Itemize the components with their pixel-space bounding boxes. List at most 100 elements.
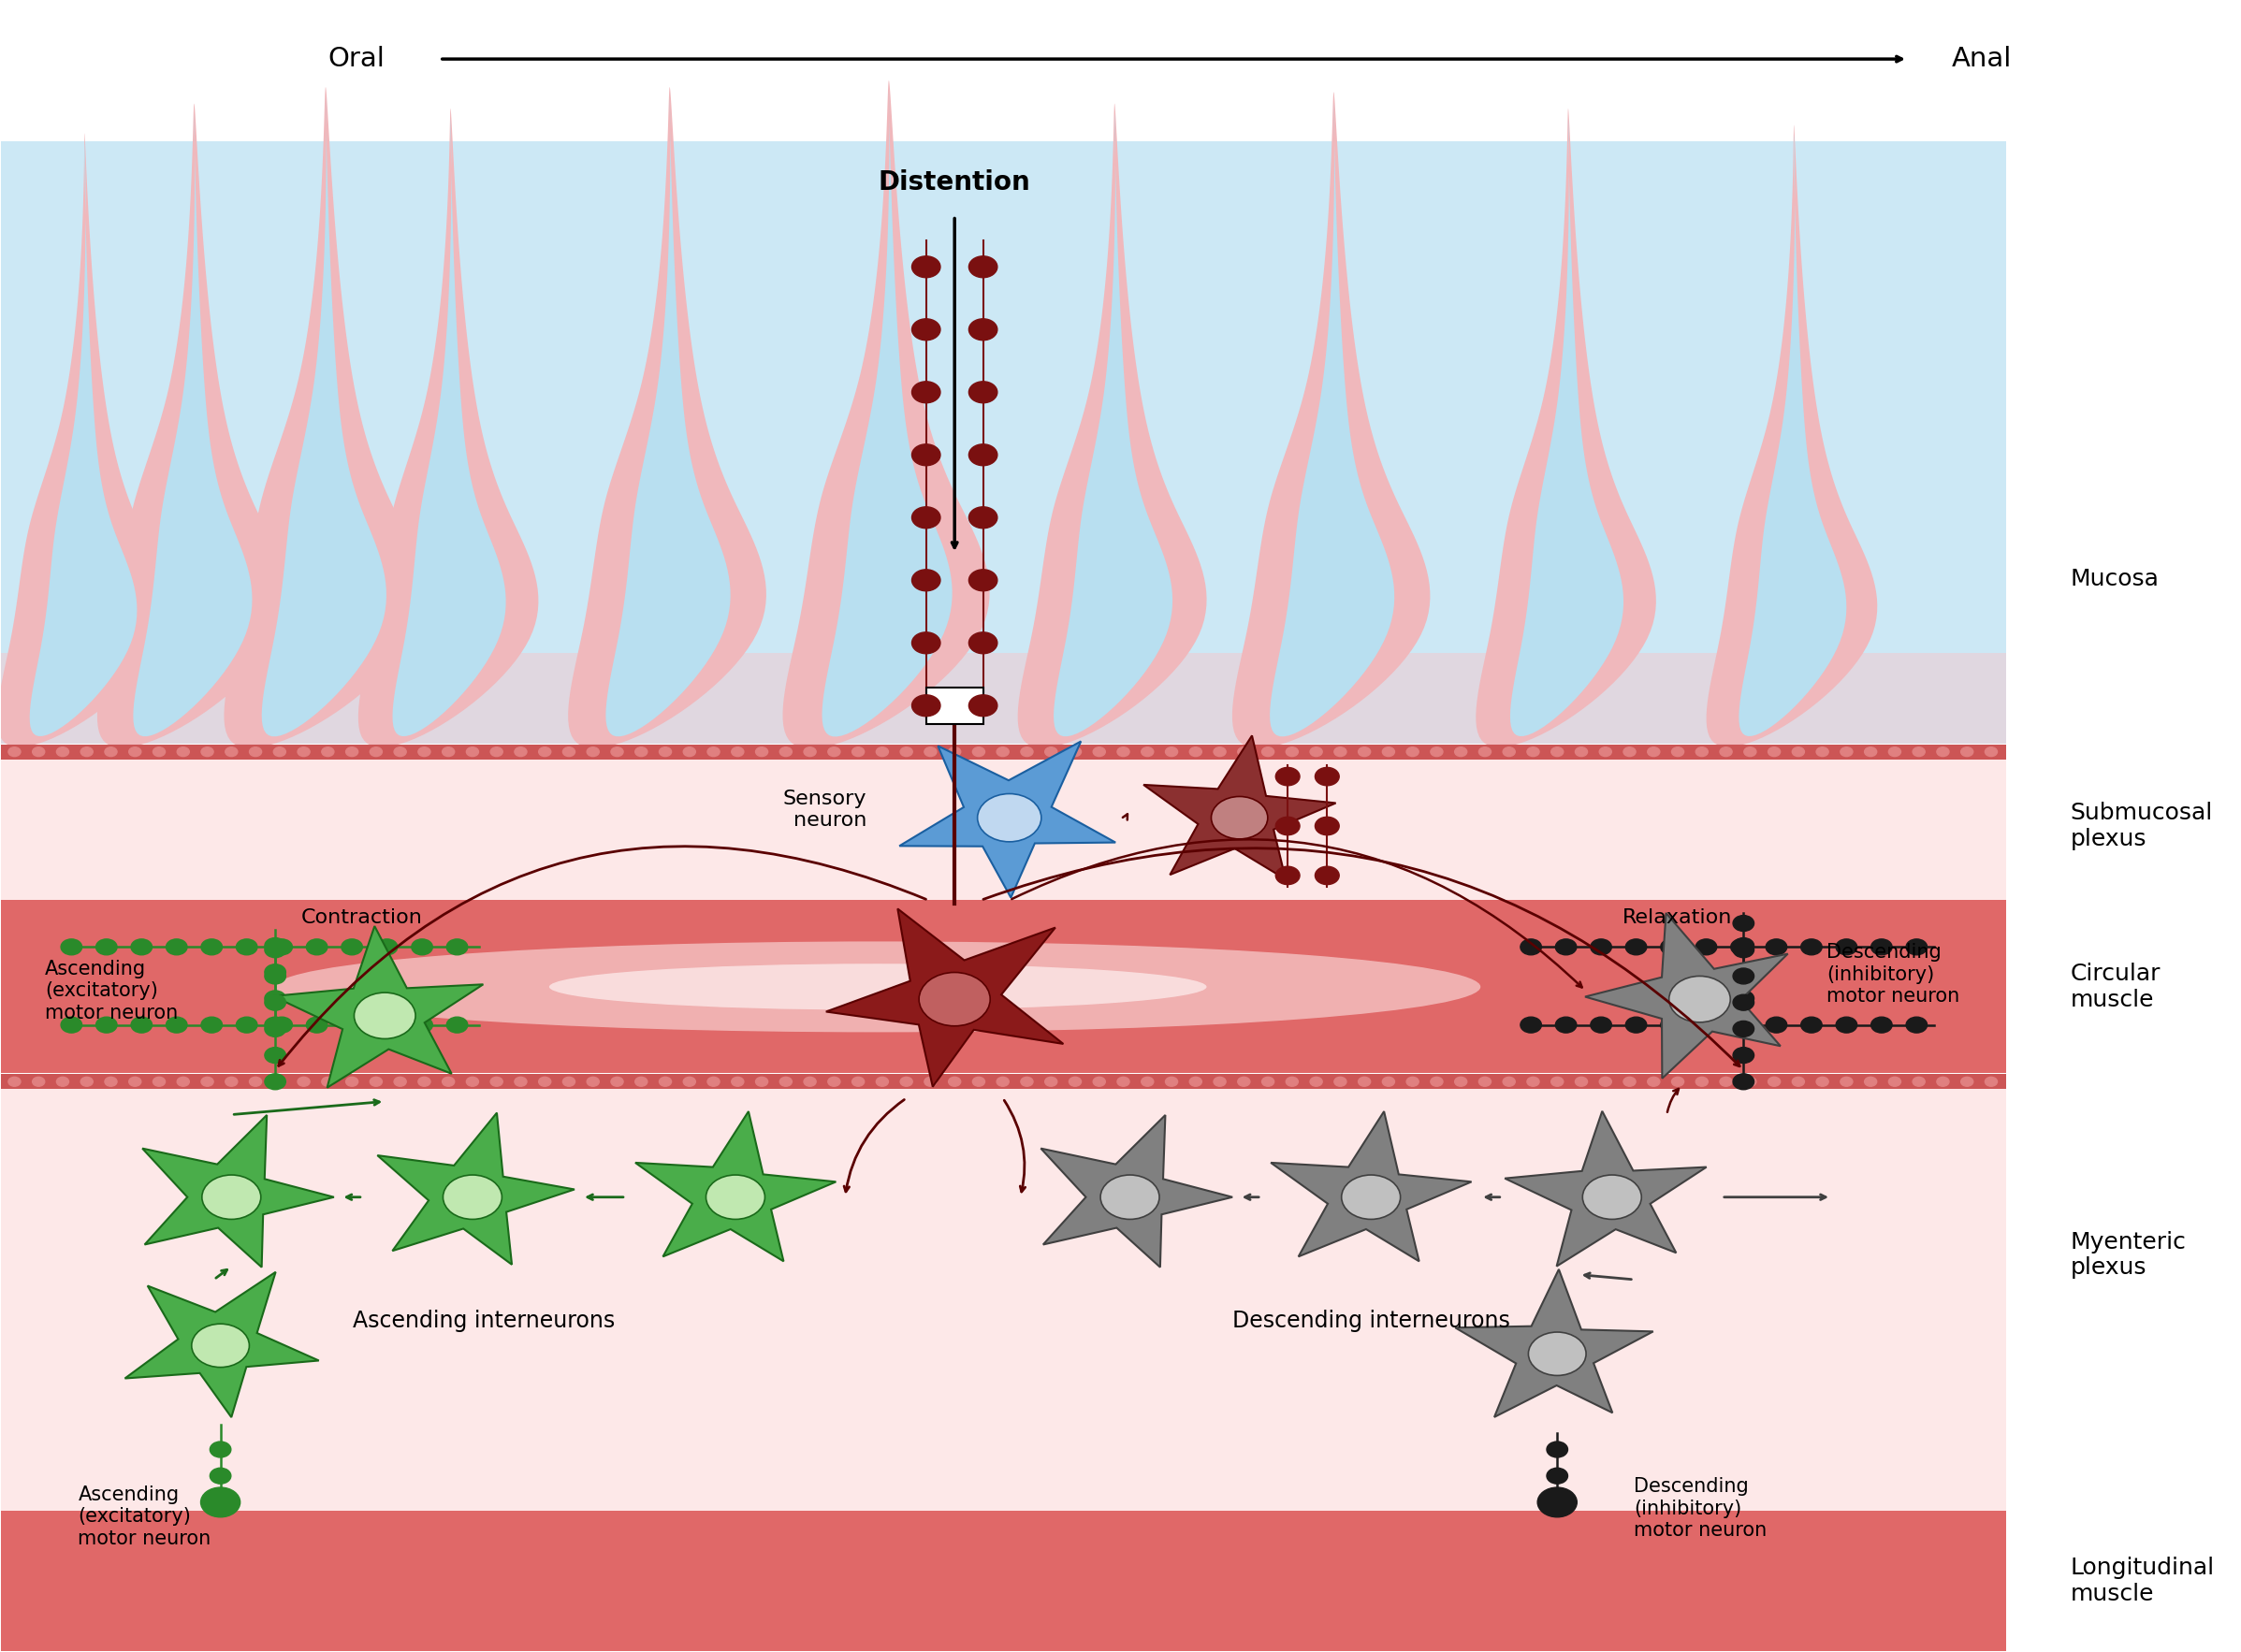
Circle shape xyxy=(968,633,997,654)
Circle shape xyxy=(1719,1077,1732,1087)
Circle shape xyxy=(1961,1077,1972,1087)
Polygon shape xyxy=(822,93,952,737)
FancyBboxPatch shape xyxy=(2,0,2006,142)
Circle shape xyxy=(1672,1077,1683,1087)
Circle shape xyxy=(1986,1077,1997,1087)
Circle shape xyxy=(345,1077,359,1087)
Circle shape xyxy=(249,747,262,757)
Circle shape xyxy=(968,256,997,278)
Circle shape xyxy=(202,1175,260,1219)
Circle shape xyxy=(912,382,941,403)
Circle shape xyxy=(271,1018,291,1032)
Circle shape xyxy=(1044,1077,1058,1087)
Circle shape xyxy=(152,1077,166,1087)
Polygon shape xyxy=(359,109,538,747)
Circle shape xyxy=(264,1018,287,1032)
Polygon shape xyxy=(376,1113,574,1265)
Circle shape xyxy=(166,1018,188,1032)
Circle shape xyxy=(1732,915,1755,932)
Circle shape xyxy=(1912,747,1925,757)
Circle shape xyxy=(1815,1077,1829,1087)
Text: Distention: Distention xyxy=(878,170,1031,197)
Circle shape xyxy=(1430,1077,1443,1087)
Circle shape xyxy=(587,1077,598,1087)
Polygon shape xyxy=(96,104,287,748)
Circle shape xyxy=(1600,747,1611,757)
Circle shape xyxy=(31,747,45,757)
Circle shape xyxy=(345,747,359,757)
Polygon shape xyxy=(1053,114,1172,737)
Circle shape xyxy=(235,938,258,955)
Circle shape xyxy=(1275,818,1300,834)
Circle shape xyxy=(61,1018,83,1032)
Circle shape xyxy=(1622,1077,1636,1087)
Circle shape xyxy=(1546,1469,1569,1483)
Circle shape xyxy=(1802,1018,1822,1032)
Circle shape xyxy=(1454,747,1468,757)
Circle shape xyxy=(190,1323,249,1368)
Circle shape xyxy=(1020,1077,1033,1087)
Circle shape xyxy=(1094,1077,1105,1087)
Circle shape xyxy=(1215,1077,1226,1087)
Circle shape xyxy=(264,938,287,953)
Circle shape xyxy=(1840,1077,1853,1087)
Text: Descending
(inhibitory)
motor neuron: Descending (inhibitory) motor neuron xyxy=(1826,943,1961,1006)
Circle shape xyxy=(706,1175,764,1219)
Circle shape xyxy=(394,1077,406,1087)
Circle shape xyxy=(1141,747,1154,757)
Circle shape xyxy=(226,1077,238,1087)
Circle shape xyxy=(152,747,166,757)
Circle shape xyxy=(1732,1021,1755,1037)
Circle shape xyxy=(973,1077,984,1087)
Polygon shape xyxy=(782,81,991,748)
Text: Myenteric
plexus: Myenteric plexus xyxy=(2071,1231,2185,1279)
Circle shape xyxy=(1210,796,1268,839)
Circle shape xyxy=(394,747,406,757)
Circle shape xyxy=(128,1077,141,1087)
Circle shape xyxy=(1889,747,1900,757)
Circle shape xyxy=(128,747,141,757)
Circle shape xyxy=(56,1077,69,1087)
Polygon shape xyxy=(1510,119,1622,737)
Circle shape xyxy=(1215,747,1226,757)
Circle shape xyxy=(105,1077,117,1087)
Circle shape xyxy=(1986,747,1997,757)
Circle shape xyxy=(444,1175,502,1219)
Circle shape xyxy=(1069,747,1080,757)
FancyBboxPatch shape xyxy=(2,2,2006,743)
Circle shape xyxy=(1793,1077,1804,1087)
Circle shape xyxy=(264,1074,287,1090)
Circle shape xyxy=(1286,1077,1298,1087)
Polygon shape xyxy=(1143,735,1336,879)
Circle shape xyxy=(912,507,941,529)
Circle shape xyxy=(264,965,287,980)
Circle shape xyxy=(354,993,415,1039)
FancyBboxPatch shape xyxy=(2,1510,2006,1650)
Polygon shape xyxy=(1477,109,1656,747)
Circle shape xyxy=(612,1077,623,1087)
Circle shape xyxy=(412,938,433,955)
Circle shape xyxy=(1766,1018,1786,1032)
Circle shape xyxy=(901,1077,912,1087)
Circle shape xyxy=(1275,866,1300,884)
Circle shape xyxy=(1044,747,1058,757)
Circle shape xyxy=(1551,747,1564,757)
Circle shape xyxy=(562,1077,576,1087)
FancyBboxPatch shape xyxy=(2,752,2006,900)
Circle shape xyxy=(1575,747,1587,757)
Circle shape xyxy=(1311,747,1322,757)
Polygon shape xyxy=(262,97,385,737)
Circle shape xyxy=(587,747,598,757)
Circle shape xyxy=(202,747,213,757)
Circle shape xyxy=(731,747,744,757)
Circle shape xyxy=(1732,968,1755,985)
Circle shape xyxy=(1020,747,1033,757)
Circle shape xyxy=(659,1077,672,1087)
Circle shape xyxy=(912,570,941,591)
Circle shape xyxy=(562,747,576,757)
Circle shape xyxy=(1696,1018,1717,1032)
Circle shape xyxy=(323,1077,334,1087)
Circle shape xyxy=(1961,747,1972,757)
Circle shape xyxy=(1546,1495,1569,1510)
Circle shape xyxy=(948,747,961,757)
